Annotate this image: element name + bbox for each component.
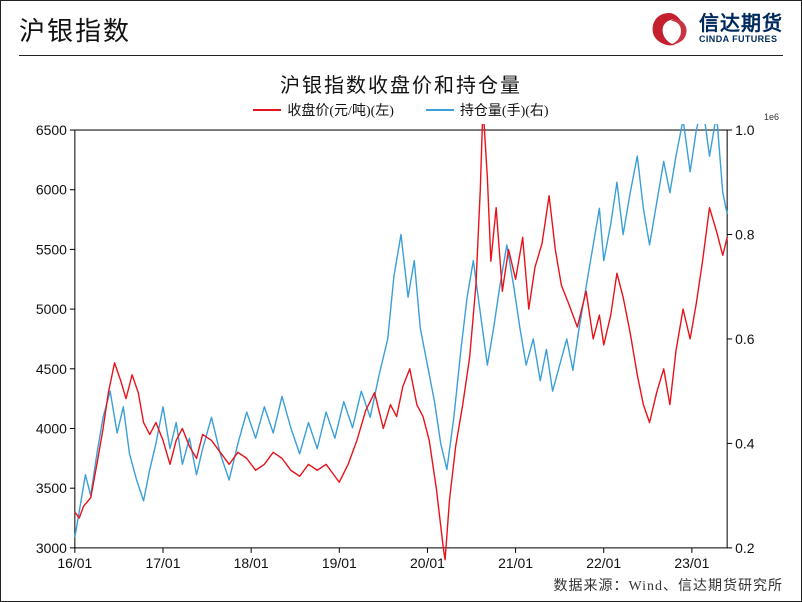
svg-text:20/01: 20/01 bbox=[410, 555, 445, 571]
svg-text:0.4: 0.4 bbox=[735, 435, 755, 451]
svg-text:18/01: 18/01 bbox=[234, 555, 269, 571]
page-title: 沪银指数 bbox=[19, 11, 131, 48]
svg-text:3000: 3000 bbox=[36, 540, 67, 556]
svg-text:5500: 5500 bbox=[36, 241, 67, 257]
svg-text:22/01: 22/01 bbox=[586, 555, 621, 571]
header-rule bbox=[19, 55, 783, 56]
header: 沪银指数 信达期货 CINDA FUTURES bbox=[1, 1, 801, 53]
chart-title: 沪银指数收盘价和持仓量 bbox=[19, 69, 783, 98]
logo-text-zh: 信达期货 bbox=[699, 14, 783, 35]
svg-text:1.0: 1.0 bbox=[735, 124, 755, 138]
svg-text:17/01: 17/01 bbox=[146, 555, 181, 571]
logo-swirl-icon bbox=[647, 9, 691, 49]
source-line: 数据来源：Wind、信达期货研究所 bbox=[553, 575, 783, 595]
page-frame: 沪银指数 信达期货 CINDA FUTURES 沪银指数收盘价和持仓量 收盘价(… bbox=[0, 0, 802, 602]
svg-text:16/01: 16/01 bbox=[57, 555, 92, 571]
svg-text:4500: 4500 bbox=[36, 361, 67, 377]
svg-text:0.2: 0.2 bbox=[735, 540, 755, 556]
legend-item-oi: 持仓量(手)(右) bbox=[426, 100, 549, 120]
logo-text: 信达期货 CINDA FUTURES bbox=[699, 14, 783, 44]
svg-text:5000: 5000 bbox=[36, 301, 67, 317]
svg-text:4000: 4000 bbox=[36, 420, 67, 436]
svg-text:6000: 6000 bbox=[36, 182, 67, 198]
chart-area: 沪银指数收盘价和持仓量 收盘价(元/吨)(左) 持仓量(手)(右) 1e6 30… bbox=[19, 65, 783, 571]
logo: 信达期货 CINDA FUTURES bbox=[647, 9, 783, 49]
legend-label-close: 收盘价(元/吨)(左) bbox=[287, 100, 394, 120]
legend: 收盘价(元/吨)(左) 持仓量(手)(右) bbox=[19, 100, 783, 120]
svg-text:19/01: 19/01 bbox=[322, 555, 357, 571]
line-chart: 3000 3500 4000 4500 5000 5500 6000 6500 0.2 0.4 0.… bbox=[19, 124, 783, 576]
svg-text:0.6: 0.6 bbox=[735, 331, 755, 347]
svg-text:0.8: 0.8 bbox=[735, 226, 755, 242]
scale-note: 1e6 bbox=[764, 112, 779, 122]
svg-text:6500: 6500 bbox=[36, 124, 67, 138]
legend-swatch-oi bbox=[426, 109, 454, 111]
svg-text:23/01: 23/01 bbox=[674, 555, 709, 571]
legend-item-close: 收盘价(元/吨)(左) bbox=[253, 100, 394, 120]
legend-swatch-close bbox=[253, 109, 281, 111]
svg-text:21/01: 21/01 bbox=[498, 555, 533, 571]
legend-label-oi: 持仓量(手)(右) bbox=[460, 100, 549, 120]
plot-wrap: 1e6 300035004000450050005500600065000.20… bbox=[19, 124, 783, 576]
svg-text:3500: 3500 bbox=[36, 480, 67, 496]
logo-text-en: CINDA FUTURES bbox=[699, 35, 783, 44]
